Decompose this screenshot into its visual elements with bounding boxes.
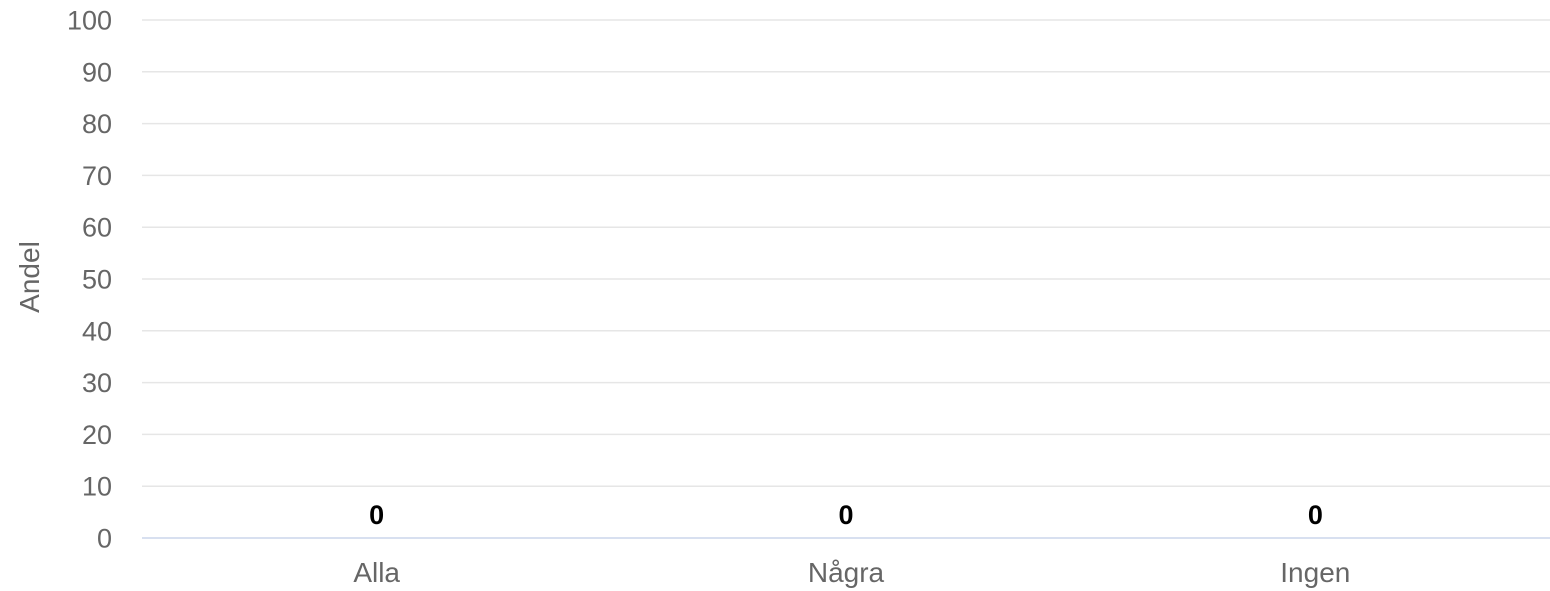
- y-tick-label: 80: [82, 109, 112, 139]
- y-tick-label: 50: [82, 265, 112, 295]
- y-tick-label: 10: [82, 472, 112, 502]
- x-category-label: Alla: [353, 557, 400, 588]
- data-label: 0: [1308, 500, 1323, 530]
- gridlines: [142, 19, 1550, 487]
- data-label: 0: [369, 500, 384, 530]
- y-tick-label: 70: [82, 161, 112, 191]
- y-axis-ticks: 0 10 20 30 40 50 60 70 80 90 100: [67, 6, 112, 554]
- y-tick-label: 60: [82, 213, 112, 243]
- x-category-label: Ingen: [1280, 557, 1350, 588]
- data-label: 0: [838, 500, 853, 530]
- x-axis-categories: Alla Några Ingen: [353, 557, 1350, 588]
- x-category-label: Några: [808, 557, 885, 588]
- y-tick-label: 30: [82, 368, 112, 398]
- y-tick-label: 40: [82, 316, 112, 346]
- y-tick-label: 0: [97, 524, 112, 554]
- y-axis-title: Andel: [14, 241, 45, 313]
- data-labels: 0 0 0: [365, 496, 1327, 534]
- y-tick-label: 100: [67, 6, 112, 36]
- y-tick-label: 90: [82, 57, 112, 87]
- y-tick-label: 20: [82, 420, 112, 450]
